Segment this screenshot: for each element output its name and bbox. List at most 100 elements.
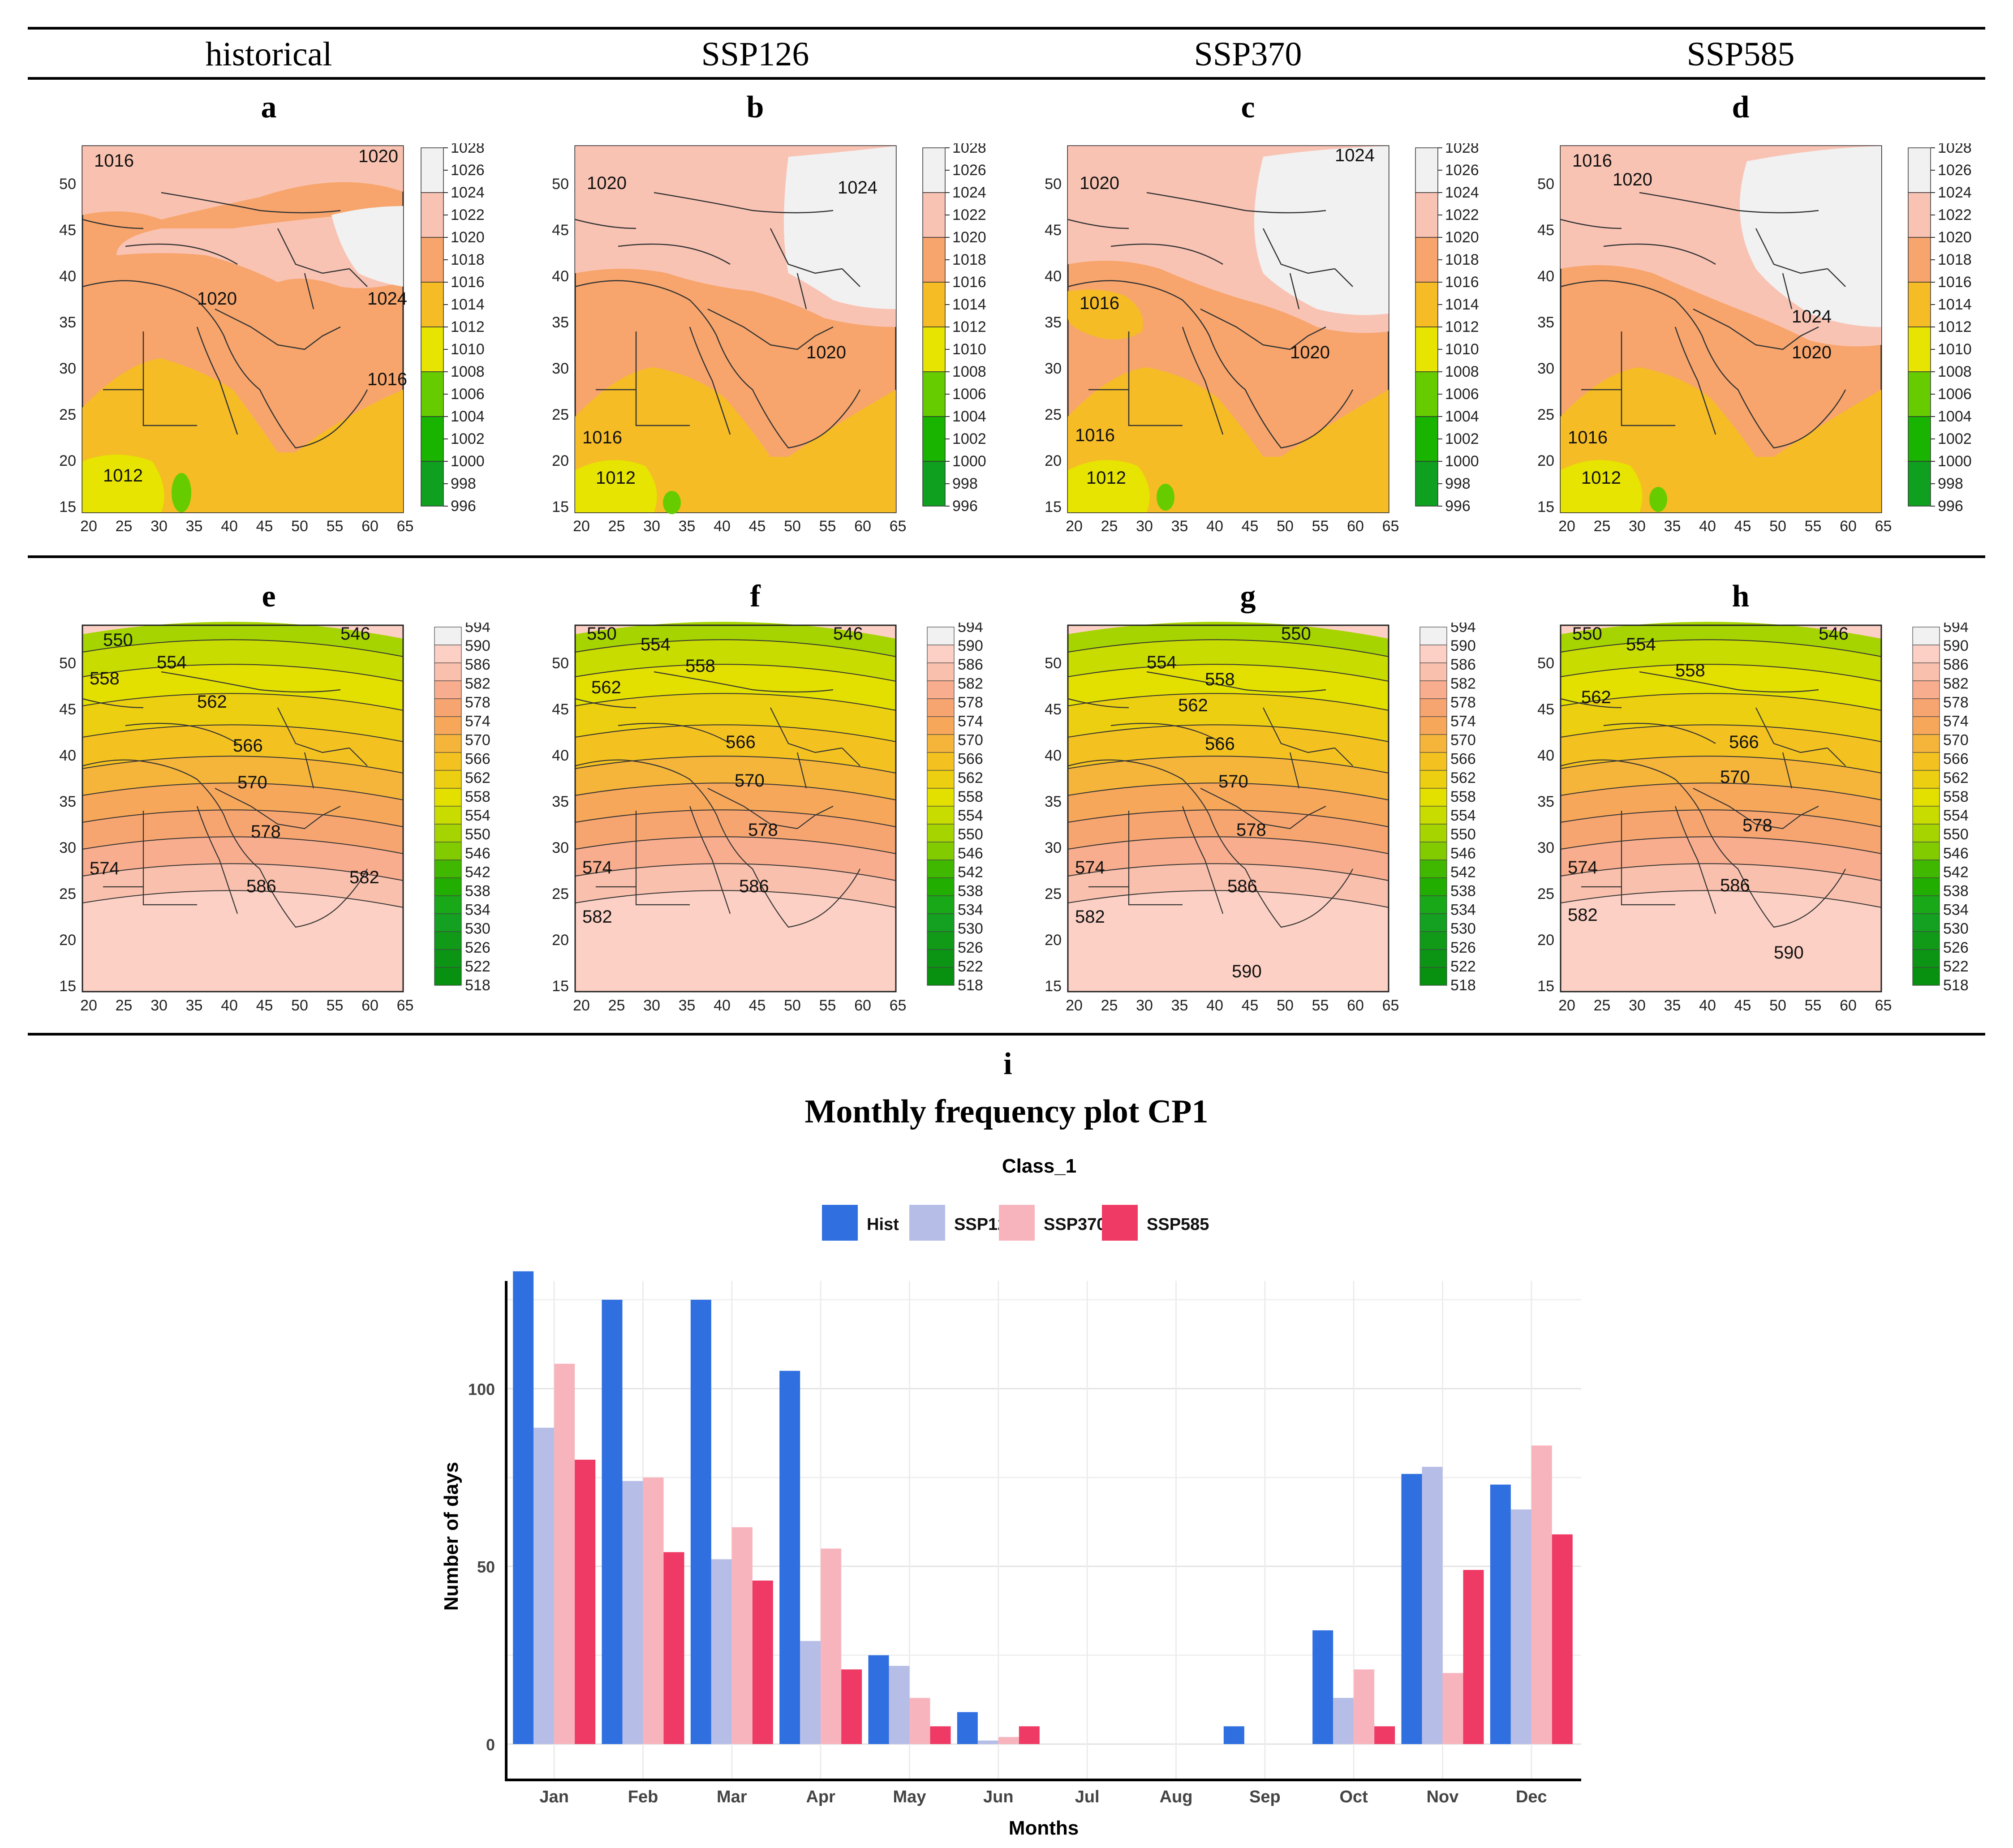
geopotential-band — [575, 864, 896, 907]
slp-colorbar-b: 1028 1026 1024 1022 1020 1018 1016 1014 1012 1010… — [922, 143, 986, 515]
lon-tick-label: 55 — [1312, 997, 1329, 1014]
column-header-ssp585: SSP585 — [1686, 35, 1795, 73]
coastlines — [575, 192, 861, 449]
contour-line — [1560, 836, 1882, 854]
x-tick-label: Jun — [983, 1788, 1014, 1806]
colorbar-label: 554 — [1450, 807, 1476, 824]
geopotential-band — [1561, 837, 1881, 881]
colorbar-label: 594 — [1450, 623, 1476, 636]
contour-label: 570 — [237, 773, 267, 792]
colorbar-swatch — [434, 627, 462, 645]
colorbar-label: 546 — [465, 845, 490, 862]
lon-tick-label: 20 — [1558, 518, 1575, 535]
geopotential-band — [575, 783, 896, 827]
bar-ssp126-may — [889, 1666, 910, 1744]
x-tick-label: Oct — [1339, 1788, 1368, 1806]
colorbar-label: 526 — [1943, 939, 1969, 956]
geopotential-band — [82, 756, 403, 800]
lat-tick-label: 30 — [1537, 839, 1554, 856]
lat-tick-label: 45 — [1045, 222, 1062, 239]
lat-tick-label: 45 — [1045, 701, 1062, 718]
lat-tick-label: 30 — [59, 839, 76, 856]
lon-tick-label: 50 — [1769, 997, 1786, 1014]
colorbar-swatch — [1912, 752, 1940, 771]
panel-label-g: g — [1240, 579, 1256, 614]
lat-tick-label: 15 — [552, 499, 569, 516]
geopotential-band — [1561, 783, 1881, 827]
bar-ssp585-feb — [663, 1552, 684, 1744]
contour-line — [82, 782, 404, 800]
colorbar-label: 1022 — [1445, 206, 1479, 223]
contour-label: 550 — [587, 624, 617, 644]
lon-tick-label: 65 — [1875, 518, 1892, 535]
lat-tick-label: 35 — [1537, 314, 1554, 331]
colorbar-swatch — [1912, 860, 1940, 878]
contour-label: 578 — [1236, 820, 1266, 840]
panel-label-c: c — [1241, 90, 1255, 125]
colorbar-label: 1012 — [952, 318, 986, 335]
bar-hist-sep — [1223, 1726, 1244, 1744]
contour-line — [1560, 664, 1882, 682]
colorbar-label: 578 — [958, 694, 983, 711]
slp-colorbar-a: 1028 1026 1024 1022 1020 1018 1016 1014 1012 1010… — [421, 143, 485, 515]
contour-line — [1560, 756, 1882, 774]
colorbar-swatch — [1415, 416, 1438, 462]
colorbar-label: 996 — [1445, 498, 1471, 515]
lat-tick-label: 20 — [552, 932, 569, 949]
low-core — [1157, 484, 1174, 511]
lon-tick-label: 40 — [221, 518, 238, 535]
colorbar-swatch — [927, 627, 955, 645]
lon-tick-label: 60 — [361, 518, 379, 535]
colorbar-label: 1016 — [952, 274, 986, 291]
colorbar-swatch — [1912, 949, 1940, 968]
map-frame — [1560, 624, 1882, 993]
colorbar-label: 1010 — [451, 341, 485, 358]
geopotential-band — [82, 622, 403, 657]
x-axis-ticks: Jan Feb Mar Apr May Jun Jul Aug Sep Oct Nov Dec — [539, 1788, 1547, 1806]
geopotential-band — [82, 664, 403, 710]
contour-label: 546 — [833, 624, 863, 644]
legend-swatch-ssp585 — [1102, 1205, 1138, 1241]
lat-tick-label: 15 — [1537, 499, 1554, 516]
slp-map-panel-b: 1020 1024 1020 1016 1012 504540353025201… — [552, 145, 906, 535]
colorbar-swatch — [1419, 860, 1447, 878]
lon-tick-label: 55 — [1805, 997, 1822, 1014]
lat-tick-label: 40 — [59, 747, 76, 764]
lon-tick-label: 45 — [256, 518, 273, 535]
high-pressure-core — [1254, 146, 1389, 315]
colorbar-label: 538 — [1943, 882, 1969, 899]
lowest-pressure-zone — [1068, 460, 1150, 512]
contour-line — [1560, 890, 1882, 908]
y-tick-label: 0 — [486, 1736, 495, 1754]
colorbar-label: 998 — [451, 475, 476, 492]
contour-line — [82, 756, 404, 774]
colorbar-label: 998 — [1938, 475, 1963, 492]
contour-line — [1067, 863, 1389, 881]
colorbar-swatch — [927, 824, 955, 842]
colorbar-label: 550 — [958, 826, 983, 843]
lon-tick-label: 25 — [608, 518, 625, 535]
geopotential-band — [82, 864, 403, 907]
colorbar-label: 1012 — [451, 318, 485, 335]
contour-line — [1560, 863, 1882, 881]
colorbar-label: 1002 — [952, 430, 986, 447]
lon-tick-label: 55 — [327, 997, 344, 1014]
slp-colorbar-d: 1028 1026 1024 1022 1020 1018 1016 1014 1012 1010… — [1908, 143, 1972, 515]
lat-tick-label: 50 — [59, 176, 76, 193]
colorbar-swatch — [1912, 877, 1940, 896]
bar-ssp126-dec — [1510, 1509, 1531, 1744]
lat-tick-label: 25 — [552, 885, 569, 903]
column-header-ssp126: SSP126 — [701, 35, 809, 73]
bar-hist-jan — [513, 1271, 534, 1744]
colorbar-label: 1002 — [451, 430, 485, 447]
colorbar-swatch — [927, 752, 955, 771]
colorbar-label: 1006 — [1445, 386, 1479, 403]
bar-ssp126-nov — [1422, 1466, 1443, 1744]
coastlines — [575, 671, 860, 928]
lat-axis: 50 45 40 35 30 25 20 15 — [1045, 655, 1062, 995]
contour-label: 1024 — [1335, 146, 1375, 165]
lon-tick-label: 25 — [1594, 997, 1611, 1014]
colorbar-swatch — [1912, 680, 1940, 699]
colorbar-label: 1004 — [1445, 408, 1479, 425]
colorbar-label: 1024 — [1445, 184, 1479, 201]
